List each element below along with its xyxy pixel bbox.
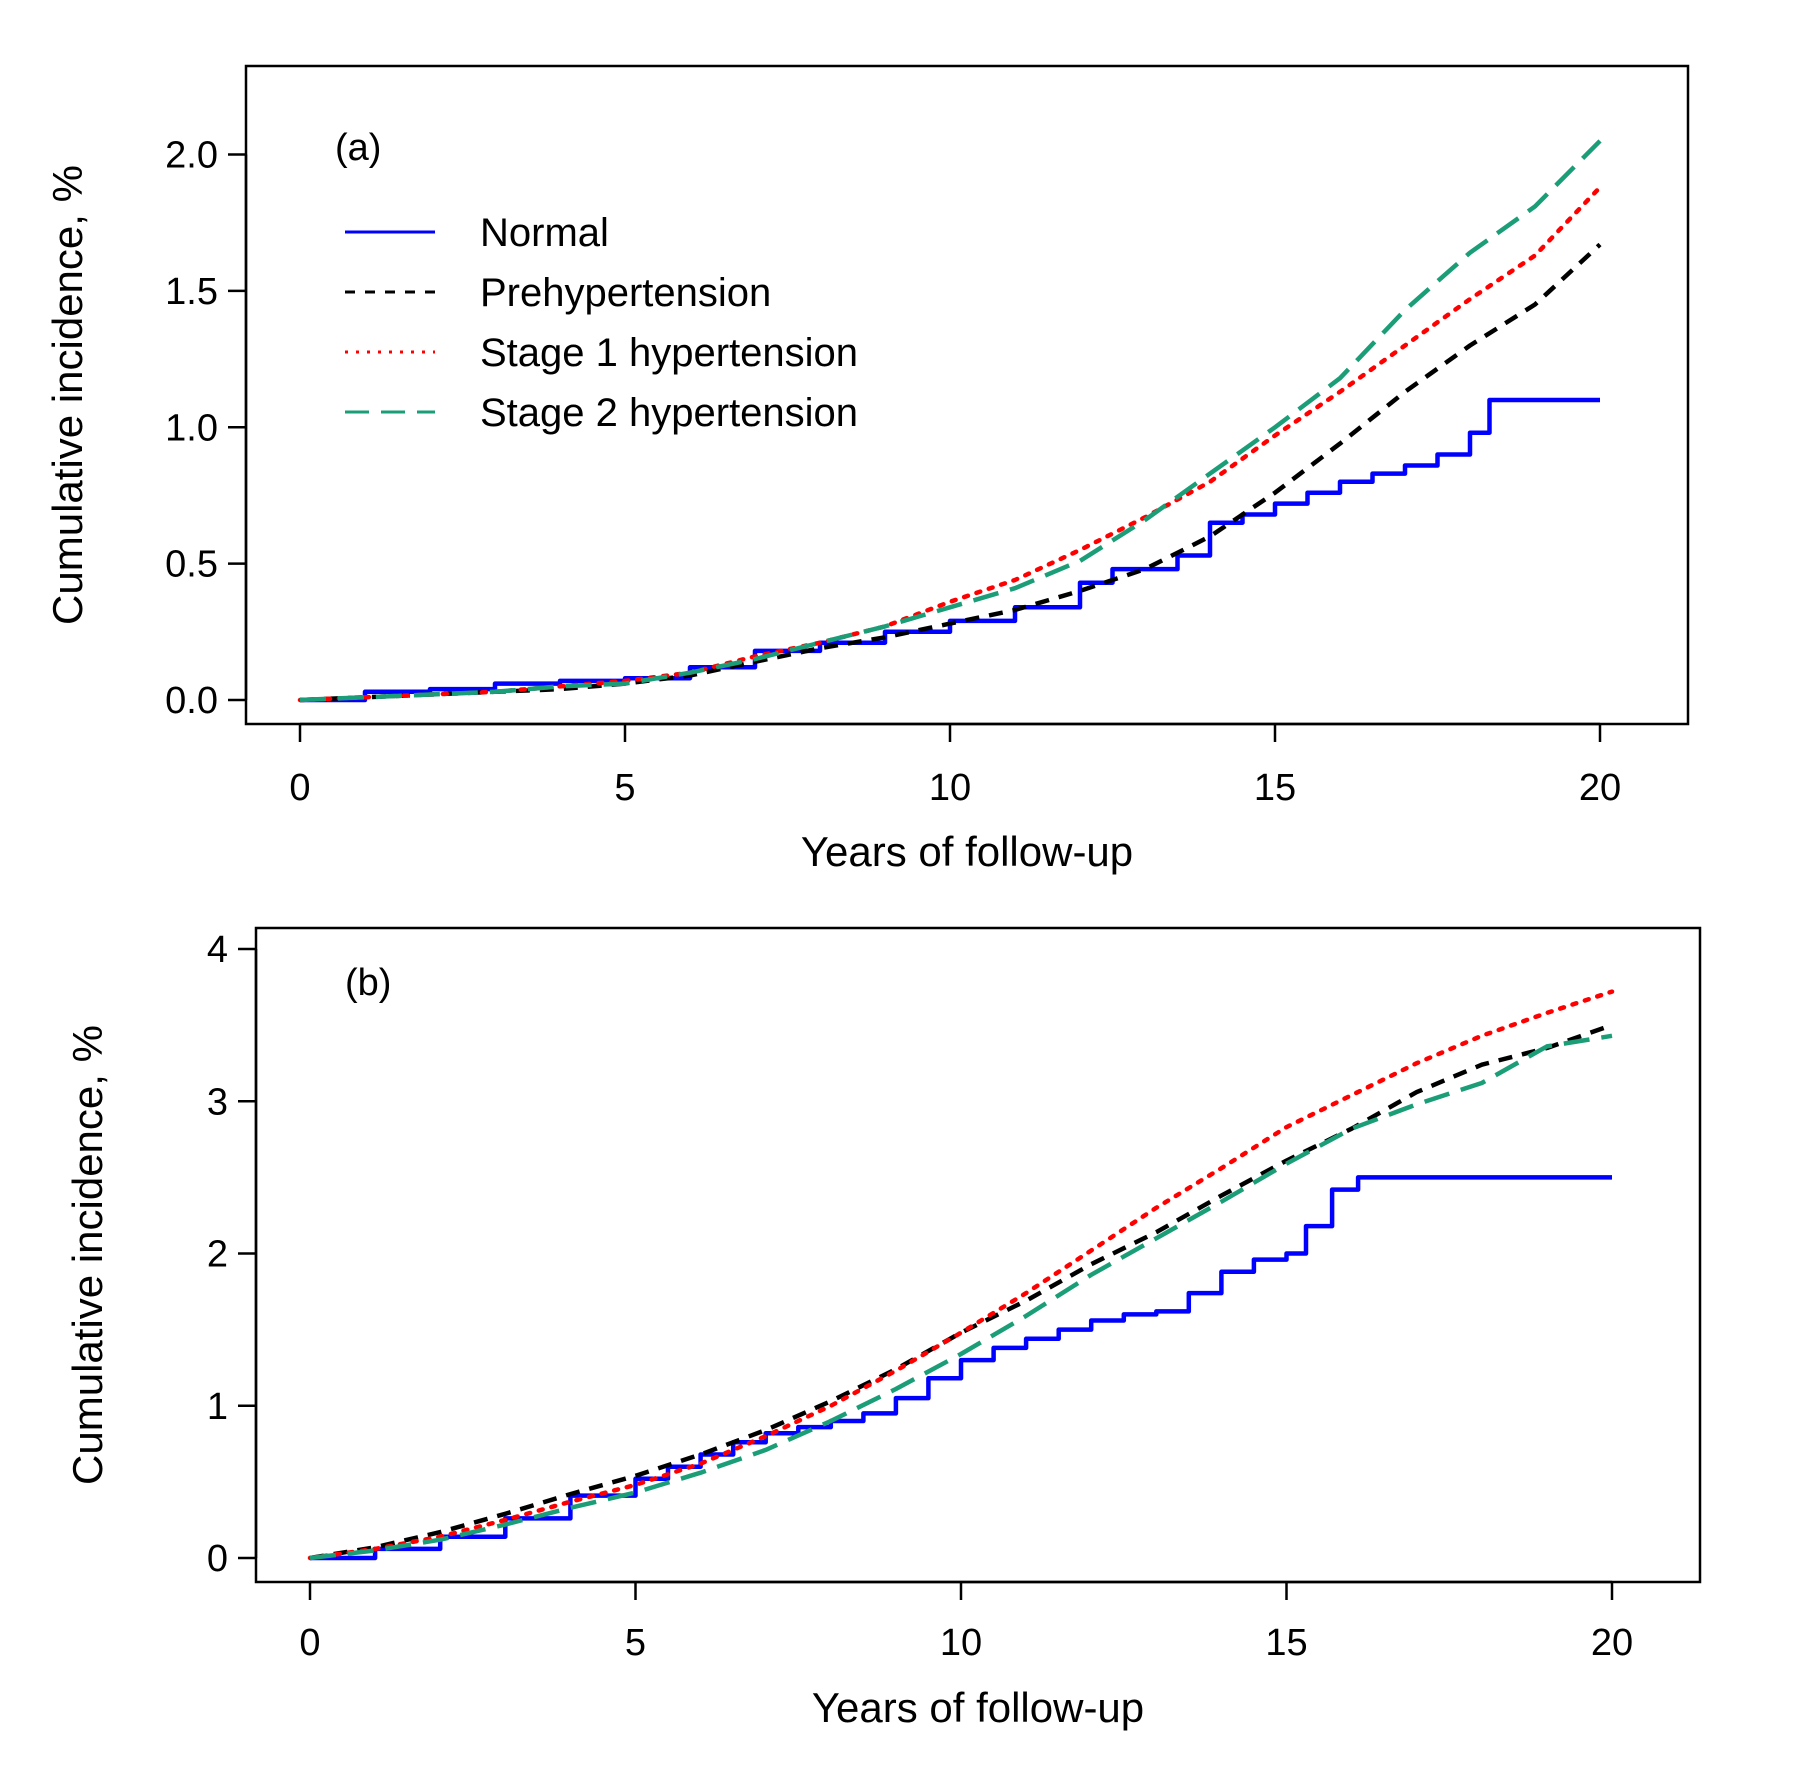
legend-label: Stage 1 hypertension (480, 331, 858, 375)
y-axis-title: Cumulative incidence, % (64, 1025, 111, 1485)
y-tick-label: 1 (207, 1386, 228, 1428)
series-line-prehypertension (299, 242, 1602, 703)
series-group (307, 989, 1615, 1561)
panel-label: (a) (335, 127, 381, 169)
panel-b: 0 5 10 15 20 Years of follow-up 0 1 2 3 4 Cumulativ… (64, 926, 1702, 1731)
series-line-stage-2-hypertension (299, 139, 1602, 703)
x-tick-label: 20 (1591, 1622, 1633, 1664)
plot-frame (254, 926, 1702, 1584)
legend: Normal Prehypertension Stage 1 hypertensio… (345, 211, 858, 435)
legend-label: Stage 2 hypertension (480, 391, 858, 435)
x-axis-title: Years of follow-up (801, 828, 1133, 875)
plot-frame (244, 64, 1690, 726)
x-tick-label: 5 (614, 767, 635, 809)
y-tick-label: 1.0 (165, 407, 218, 449)
y-axis: 0.0 0.5 1.0 1.5 2.0 Cumulative incidence, % (44, 135, 248, 722)
y-tick-label: 2 (207, 1234, 228, 1276)
x-tick-label: 20 (1579, 767, 1621, 809)
y-tick-label: 0.5 (165, 544, 218, 586)
y-tick-label: 3 (207, 1081, 228, 1123)
y-tick-label: 0 (207, 1538, 228, 1580)
series-line-normal (300, 397, 1600, 703)
y-tick-label: 1.5 (165, 271, 218, 313)
x-axis: 0 5 10 15 20 Years of follow-up (289, 722, 1621, 875)
x-tick-label: 10 (929, 767, 971, 809)
y-axis: 0 1 2 3 4 Cumulative incidence, % (64, 929, 258, 1580)
series-line-stage-1-hypertension (297, 185, 1603, 703)
legend-label: Prehypertension (480, 271, 771, 315)
series-line-normal (310, 1175, 1612, 1561)
x-tick-label: 10 (940, 1622, 982, 1664)
x-axis: 0 5 10 15 20 Years of follow-up (299, 1580, 1633, 1731)
series-line-stage-2-hypertension (309, 1033, 1613, 1561)
x-tick-label: 0 (289, 767, 310, 809)
legend-label: Normal (480, 211, 609, 255)
series-line-prehypertension (309, 1022, 1613, 1561)
x-tick-label: 0 (299, 1622, 320, 1664)
y-tick-label: 2.0 (165, 135, 218, 177)
panel-a: 0 5 10 15 20 Years of follow-up 0.0 0.5 1.0 1.5 2.… (44, 64, 1690, 875)
x-axis-title: Years of follow-up (812, 1684, 1144, 1731)
series-group (297, 139, 1603, 703)
x-tick-label: 5 (625, 1622, 646, 1664)
y-axis-title: Cumulative incidence, % (44, 165, 91, 625)
y-tick-label: 4 (207, 929, 228, 971)
x-tick-label: 15 (1265, 1622, 1307, 1664)
y-tick-label: 0.0 (165, 680, 218, 722)
x-tick-label: 15 (1254, 767, 1296, 809)
series-line-stage-1-hypertension (307, 989, 1615, 1561)
panel-label: (b) (345, 962, 391, 1004)
